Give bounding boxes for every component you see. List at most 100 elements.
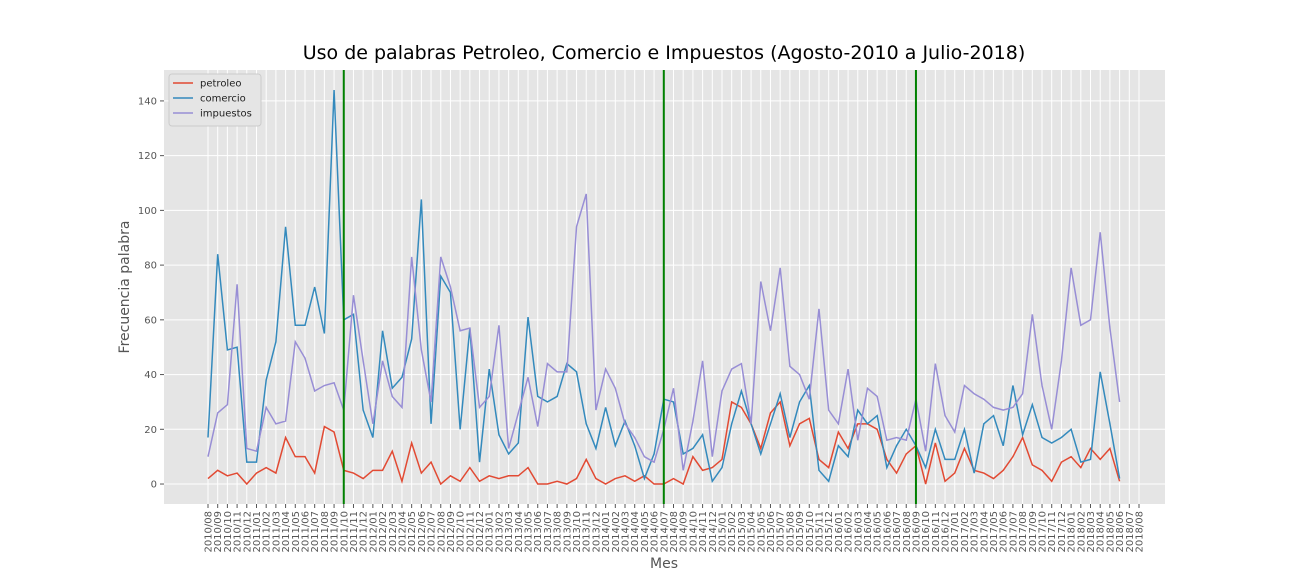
x-tick-label: 2012/09 xyxy=(446,511,457,553)
x-tick-label: 2014/07 xyxy=(659,511,670,553)
x-tick-label: 2016/04 xyxy=(863,511,874,553)
x-tick-label: 2013/01 xyxy=(485,511,496,553)
x-tick-label: 2018/02 xyxy=(1076,511,1087,553)
x-tick-label: 2012/06 xyxy=(417,511,428,553)
y-tick-label: 40 xyxy=(144,370,157,381)
x-tick-label: 2011/05 xyxy=(291,511,302,553)
x-tick-label: 2010/08 xyxy=(204,511,215,553)
x-tick-label: 2015/04 xyxy=(747,511,758,553)
x-tick-label: 2011/07 xyxy=(310,511,321,553)
x-tick-label: 2011/02 xyxy=(262,511,273,553)
x-tick-label: 2014/04 xyxy=(630,511,641,553)
x-tick-label: 2017/08 xyxy=(1018,511,1029,553)
x-tick-label: 2013/08 xyxy=(553,511,564,553)
x-tick-label: 2012/07 xyxy=(427,511,438,553)
x-tick-label: 2012/12 xyxy=(475,511,486,553)
x-tick-label: 2016/11 xyxy=(931,511,942,553)
x-tick-label: 2017/04 xyxy=(979,511,990,553)
x-tick-label: 2014/01 xyxy=(601,511,612,553)
x-tick-label: 2016/02 xyxy=(844,511,855,553)
y-tick-label: 60 xyxy=(144,315,157,326)
x-tick-label: 2016/12 xyxy=(941,511,952,553)
x-tick-label: 2012/01 xyxy=(368,511,379,553)
x-tick-label: 2013/11 xyxy=(582,511,593,553)
y-tick-label: 20 xyxy=(144,425,157,436)
x-tick-label: 2012/03 xyxy=(388,511,399,553)
x-axis-label: Mes xyxy=(650,556,678,572)
chart-title: Uso de palabras Petroleo, Comercio e Imp… xyxy=(303,42,1026,64)
x-tick-label: 2013/10 xyxy=(572,511,583,553)
x-tick-label: 2015/05 xyxy=(756,511,767,553)
x-tick-label: 2015/12 xyxy=(824,511,835,553)
x-tick-label: 2018/05 xyxy=(1105,511,1116,553)
x-tick-label: 2014/05 xyxy=(640,511,651,553)
x-tick-label: 2012/11 xyxy=(465,511,476,553)
legend-label: petroleo xyxy=(200,79,241,90)
x-tick-label: 2013/09 xyxy=(562,511,573,553)
x-tick-label: 2016/10 xyxy=(921,511,932,553)
x-tick-label: 2017/11 xyxy=(1047,511,1058,553)
x-tick-label: 2012/10 xyxy=(456,511,467,553)
legend-label: comercio xyxy=(200,94,246,105)
x-tick-label: 2015/08 xyxy=(785,511,796,553)
x-tick-label: 2013/05 xyxy=(524,511,535,553)
x-tick-label: 2014/08 xyxy=(669,511,680,553)
x-tick-label: 2011/10 xyxy=(339,511,350,553)
x-tick-label: 2018/04 xyxy=(1096,511,1107,553)
x-tick-label: 2013/06 xyxy=(533,511,544,553)
x-tick-label: 2017/03 xyxy=(970,511,981,553)
x-tick-label: 2011/01 xyxy=(252,511,263,553)
x-tick-label: 2018/03 xyxy=(1086,511,1097,553)
x-tick-label: 2017/02 xyxy=(960,511,971,553)
x-tick-label: 2010/09 xyxy=(213,511,224,553)
x-tick-label: 2011/04 xyxy=(281,511,292,553)
x-tick-label: 2017/01 xyxy=(950,511,961,553)
x-tick-label: 2015/10 xyxy=(805,511,816,553)
x-tick-label: 2013/07 xyxy=(543,511,554,553)
x-tick-label: 2017/10 xyxy=(1038,511,1049,553)
x-tick-label: 2014/09 xyxy=(679,511,690,553)
x-tick-label: 2017/06 xyxy=(999,511,1010,553)
x-tick-label: 2014/02 xyxy=(611,511,622,553)
x-tick-label: 2014/10 xyxy=(688,511,699,553)
y-tick-label: 140 xyxy=(138,96,157,107)
x-tick-label: 2014/06 xyxy=(650,511,661,553)
x-tick-label: 2015/09 xyxy=(795,511,806,553)
x-tick-label: 2017/07 xyxy=(1008,511,1019,553)
y-tick-label: 100 xyxy=(138,206,157,217)
x-tick-label: 2016/01 xyxy=(834,511,845,553)
x-tick-label: 2015/06 xyxy=(766,511,777,553)
x-tick-label: 2013/04 xyxy=(514,511,525,553)
x-tick-label: 2017/12 xyxy=(1057,511,1068,553)
x-tick-label: 2015/02 xyxy=(727,511,738,553)
x-tick-label: 2010/11 xyxy=(233,511,244,553)
x-tick-label: 2011/12 xyxy=(359,511,370,553)
x-tick-label: 2011/03 xyxy=(271,511,282,553)
x-tick-label: 2011/09 xyxy=(330,511,341,553)
x-tick-label: 2016/09 xyxy=(911,511,922,553)
legend-label: impuestos xyxy=(200,109,252,120)
x-tick-label: 2015/01 xyxy=(717,511,728,553)
x-tick-label: 2014/03 xyxy=(621,511,632,553)
x-tick-label: 2010/12 xyxy=(242,511,253,553)
x-tick-label: 2013/03 xyxy=(504,511,515,553)
x-tick-label: 2014/11 xyxy=(698,511,709,553)
x-tick-label: 2012/04 xyxy=(397,511,408,553)
x-tick-label: 2015/11 xyxy=(814,511,825,553)
x-tick-label: 2012/08 xyxy=(436,511,447,553)
x-tick-label: 2014/12 xyxy=(708,511,719,553)
x-tick-label: 2015/07 xyxy=(776,511,787,553)
x-tick-label: 2018/06 xyxy=(1115,511,1126,553)
y-tick-label: 120 xyxy=(138,151,157,162)
y-axis-label: Frecuencia palabra xyxy=(117,221,133,354)
x-tick-label: 2013/12 xyxy=(591,511,602,553)
x-tick-label: 2013/02 xyxy=(494,511,505,553)
y-tick-label: 0 xyxy=(151,480,157,491)
x-tick-label: 2011/11 xyxy=(349,511,360,553)
x-tick-label: 2016/06 xyxy=(882,511,893,553)
x-tick-label: 2012/05 xyxy=(407,511,418,553)
x-tick-label: 2011/06 xyxy=(300,511,311,553)
x-tick-label: 2016/07 xyxy=(892,511,903,553)
x-tick-label: 2018/01 xyxy=(1067,511,1078,553)
